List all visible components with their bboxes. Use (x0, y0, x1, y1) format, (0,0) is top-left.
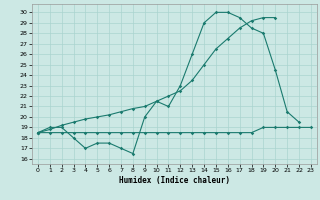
X-axis label: Humidex (Indice chaleur): Humidex (Indice chaleur) (119, 176, 230, 185)
